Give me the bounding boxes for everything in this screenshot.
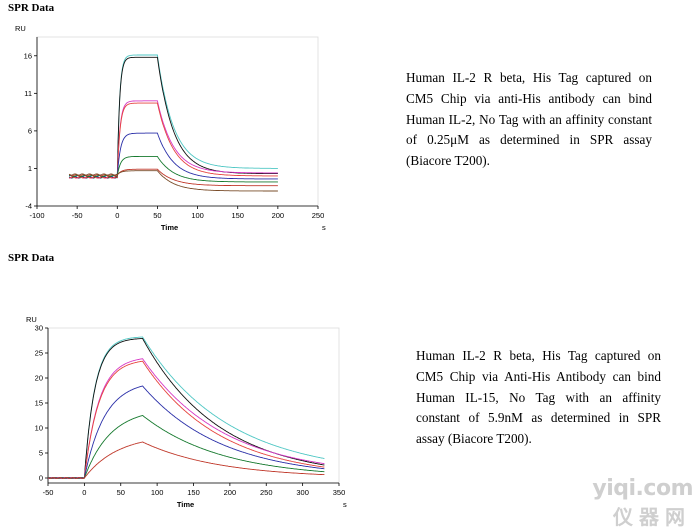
x-axis-unit: s xyxy=(322,223,326,232)
sensorgram-series-7 xyxy=(47,441,325,479)
x-tick-label: 50 xyxy=(153,211,161,220)
sensorgram-series-8 xyxy=(68,170,278,192)
sensorgram-series-3 xyxy=(47,358,325,479)
section-1-title: SPR Data xyxy=(8,2,55,14)
sensorgram-series-4 xyxy=(68,102,278,179)
sensorgram-series-6 xyxy=(68,155,278,183)
y-tick-label: 5 xyxy=(39,449,43,458)
sensorgram-series-7 xyxy=(68,168,278,187)
x-axis-label: Time xyxy=(177,500,194,509)
y-tick-label: 6 xyxy=(28,126,32,135)
sensorgram-series-3 xyxy=(68,100,278,179)
watermark-line-1: yiqi.com xyxy=(592,476,693,501)
y-tick-label: 16 xyxy=(24,51,32,60)
sensorgram-series-2 xyxy=(68,56,278,179)
y-tick-label: 11 xyxy=(24,89,32,98)
x-tick-label: 150 xyxy=(187,488,200,497)
sensorgram-series-1 xyxy=(68,54,278,179)
y-axis-label: RU xyxy=(15,24,26,33)
x-axis-label: Time xyxy=(161,223,178,232)
x-tick-label: 250 xyxy=(312,211,325,220)
y-tick-label: -4 xyxy=(25,202,32,211)
watermark-logo: yiqi.com 仪器网 xyxy=(575,476,695,529)
x-tick-label: 0 xyxy=(115,211,119,220)
y-tick-label: 1 xyxy=(28,164,32,173)
x-tick-label: 200 xyxy=(224,488,237,497)
y-axis-label: RU xyxy=(26,315,37,324)
x-tick-label: -50 xyxy=(43,488,54,497)
x-tick-label: 100 xyxy=(151,488,164,497)
x-tick-label: 150 xyxy=(231,211,244,220)
x-tick-label: 300 xyxy=(296,488,309,497)
x-axis-unit: s xyxy=(343,500,347,509)
y-tick-label: 0 xyxy=(39,474,43,483)
y-tick-label: 25 xyxy=(35,349,43,358)
sensorgram-series-5 xyxy=(68,132,278,180)
y-tick-label: 15 xyxy=(35,399,43,408)
x-tick-label: 50 xyxy=(117,488,125,497)
x-tick-label: 200 xyxy=(272,211,285,220)
y-tick-label: 30 xyxy=(35,324,43,333)
x-tick-label: 100 xyxy=(191,211,204,220)
x-tick-label: 350 xyxy=(333,488,346,497)
y-tick-label: 10 xyxy=(35,424,43,433)
section-2-description: Human IL-2 R beta, His Tag captured on C… xyxy=(416,348,661,447)
sensorgram-series-6 xyxy=(47,415,325,479)
sensorgram-series-5 xyxy=(47,385,325,479)
x-tick-label: -100 xyxy=(29,211,44,220)
x-tick-label: -50 xyxy=(72,211,83,220)
x-tick-label: 250 xyxy=(260,488,273,497)
sensorgram-series-4 xyxy=(47,360,325,479)
watermark-line-2: 仪器网 xyxy=(613,505,691,529)
section-2-title: SPR Data xyxy=(8,252,55,264)
section-1-description: Human IL-2 R beta, His Tag captured on C… xyxy=(406,70,652,169)
y-tick-label: 20 xyxy=(35,374,43,383)
x-tick-label: 0 xyxy=(82,488,86,497)
